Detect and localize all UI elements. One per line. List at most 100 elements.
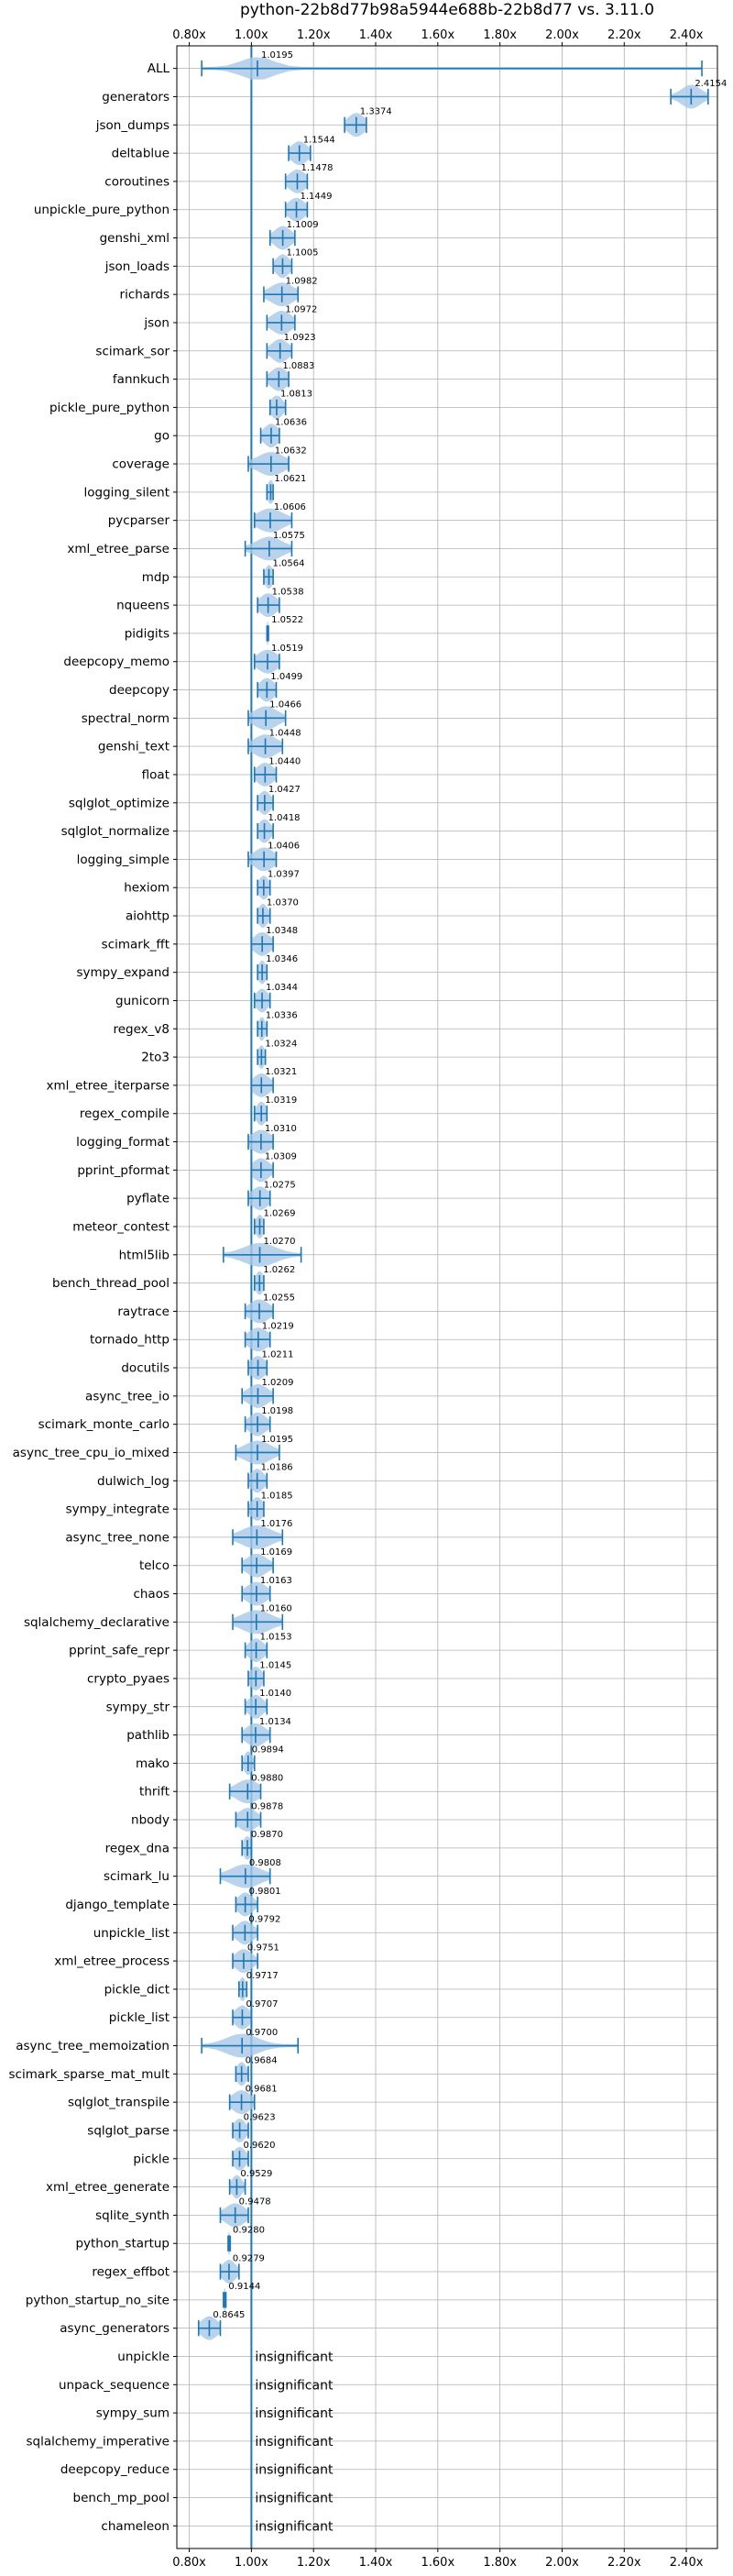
value-label: 1.0169 <box>260 1547 292 1558</box>
value-label: 0.9751 <box>247 1943 279 1953</box>
value-label: 1.0270 <box>264 1237 296 1247</box>
y-tick-label: json_loads <box>104 259 170 274</box>
y-tick-label: scimark_sor <box>95 344 170 358</box>
value-label: 1.0209 <box>261 1378 293 1388</box>
value-label: 0.9878 <box>251 1801 283 1811</box>
value-label: 1.0466 <box>269 700 301 710</box>
value-label: 1.0499 <box>270 672 302 682</box>
y-tick-label: fannkuch <box>113 372 170 387</box>
value-label: 0.9808 <box>249 1858 281 1868</box>
value-label: 1.0406 <box>268 842 300 852</box>
value-label: 1.1478 <box>301 163 333 173</box>
y-tick-label: mako <box>136 1756 170 1771</box>
x-tick-label-top: 0.80x <box>172 28 206 42</box>
value-label: 0.9478 <box>239 2197 271 2207</box>
y-tick-label: pycparser <box>108 513 170 528</box>
value-label: 1.0813 <box>280 390 312 400</box>
y-tick-label: python_startup <box>75 2237 170 2251</box>
y-tick-label: sympy_str <box>106 1700 170 1714</box>
value-label: 1.0255 <box>263 1294 295 1304</box>
y-tick-label: pickle <box>133 2152 170 2166</box>
y-tick-label: hexiom <box>124 881 170 896</box>
value-label: 1.1544 <box>303 135 335 145</box>
value-label: 0.9801 <box>249 1887 281 1897</box>
x-tick-label-bottom: 1.60x <box>421 2556 455 2570</box>
y-tick-label: raytrace <box>117 1305 170 1319</box>
value-label: 1.0145 <box>259 1660 291 1670</box>
value-label: 1.0621 <box>274 474 306 484</box>
y-tick-label: genshi_xml <box>100 231 170 246</box>
y-tick-label: pyflate <box>126 1192 170 1206</box>
x-tick-label-top: 2.20x <box>607 28 641 42</box>
value-label: 0.9620 <box>243 2141 275 2151</box>
y-tick-label: unpickle_list <box>93 1926 170 1941</box>
y-tick-label: xml_etree_parse <box>67 542 170 556</box>
value-label: 1.0309 <box>265 1152 297 1162</box>
y-tick-label: unpack_sequence <box>59 2378 170 2393</box>
value-label: 1.0310 <box>265 1124 297 1134</box>
x-tick-label-top: 2.00x <box>545 28 579 42</box>
y-tick-label: sqlglot_optimize <box>69 796 170 810</box>
chart-title: python-22b8d77b98a5944e688b-22b8d77 vs. … <box>240 1 654 19</box>
value-label: 1.3374 <box>360 107 392 117</box>
x-tick-label-bottom: 1.00x <box>235 2556 268 2570</box>
y-tick-label: deepcopy_reduce <box>60 2462 170 2477</box>
value-label: 0.9880 <box>251 1774 283 1784</box>
y-tick-label: docutils <box>121 1361 170 1376</box>
insignificant-label: insignificant <box>255 2463 334 2478</box>
y-tick-label: xml_etree_iterparse <box>47 1078 170 1093</box>
value-label: 1.0140 <box>259 1689 291 1699</box>
y-tick-label: unpickle_pure_python <box>34 203 170 217</box>
y-tick-label: aiohttp <box>126 909 170 924</box>
y-tick-label: dulwich_log <box>97 1474 170 1489</box>
value-label: 0.9717 <box>246 1971 279 1981</box>
value-label: 1.0324 <box>265 1039 297 1049</box>
x-tick-label-bottom: 1.80x <box>483 2556 517 2570</box>
y-tick-label: deepcopy <box>109 683 170 698</box>
value-label: 0.9870 <box>251 1830 283 1840</box>
value-label: 1.0883 <box>282 361 314 371</box>
x-tick-label-top: 1.20x <box>297 28 331 42</box>
y-tick-label: python_startup_no_site <box>26 2293 170 2307</box>
y-tick-label: gunicorn <box>115 994 170 1008</box>
x-tick-label-bottom: 2.40x <box>670 2556 704 2570</box>
y-tick-label: regex_v8 <box>113 1022 170 1037</box>
value-label: 1.0538 <box>272 587 304 597</box>
value-label: 1.0427 <box>268 785 301 795</box>
value-label: 1.0972 <box>285 304 317 314</box>
value-label: 1.0186 <box>261 1463 293 1473</box>
y-tick-label: spectral_norm <box>82 711 170 726</box>
y-tick-label: chameleon <box>101 2519 170 2534</box>
y-tick-label: pprint_safe_repr <box>69 1644 170 1658</box>
y-tick-label: telco <box>139 1558 170 1573</box>
x-tick-label-bottom: 2.00x <box>545 2556 579 2570</box>
y-tick-label: regex_dna <box>105 1841 170 1855</box>
value-label: 1.0982 <box>286 276 318 286</box>
y-tick-label: sympy_sum <box>96 2406 170 2421</box>
value-label: 0.9144 <box>228 2282 260 2292</box>
y-tick-label: mdp <box>142 570 170 585</box>
value-label: 1.0275 <box>264 1180 296 1190</box>
x-tick-label-top: 2.40x <box>670 28 704 42</box>
value-label: 1.0198 <box>261 1406 293 1416</box>
value-label: 1.0346 <box>266 954 298 964</box>
y-tick-label: 2to3 <box>141 1051 170 1065</box>
y-tick-label: sympy_expand <box>76 965 170 980</box>
y-tick-label: pickle_dict <box>104 1982 170 1997</box>
x-tick-label-top: 1.40x <box>359 28 393 42</box>
y-tick-label: django_template <box>65 1898 170 1912</box>
y-tick-label: pidigits <box>125 626 170 641</box>
value-label: 1.0176 <box>260 1519 292 1529</box>
insignificant-label: insignificant <box>255 2519 334 2534</box>
y-tick-label: thrift <box>139 1785 170 1800</box>
y-tick-label: pprint_pformat <box>77 1163 170 1178</box>
x-tick-label-bottom: 2.20x <box>607 2556 641 2570</box>
y-tick-label: json_dumps <box>95 118 170 133</box>
value-label: 0.9681 <box>246 2084 278 2094</box>
value-label: 1.0370 <box>267 897 299 908</box>
y-tick-label: nqueens <box>116 599 170 613</box>
value-label: 1.0321 <box>265 1067 297 1077</box>
y-tick-label: sqlglot_transpile <box>68 2096 170 2110</box>
marks-layer <box>197 46 709 2548</box>
value-label: 1.0219 <box>262 1322 294 1332</box>
